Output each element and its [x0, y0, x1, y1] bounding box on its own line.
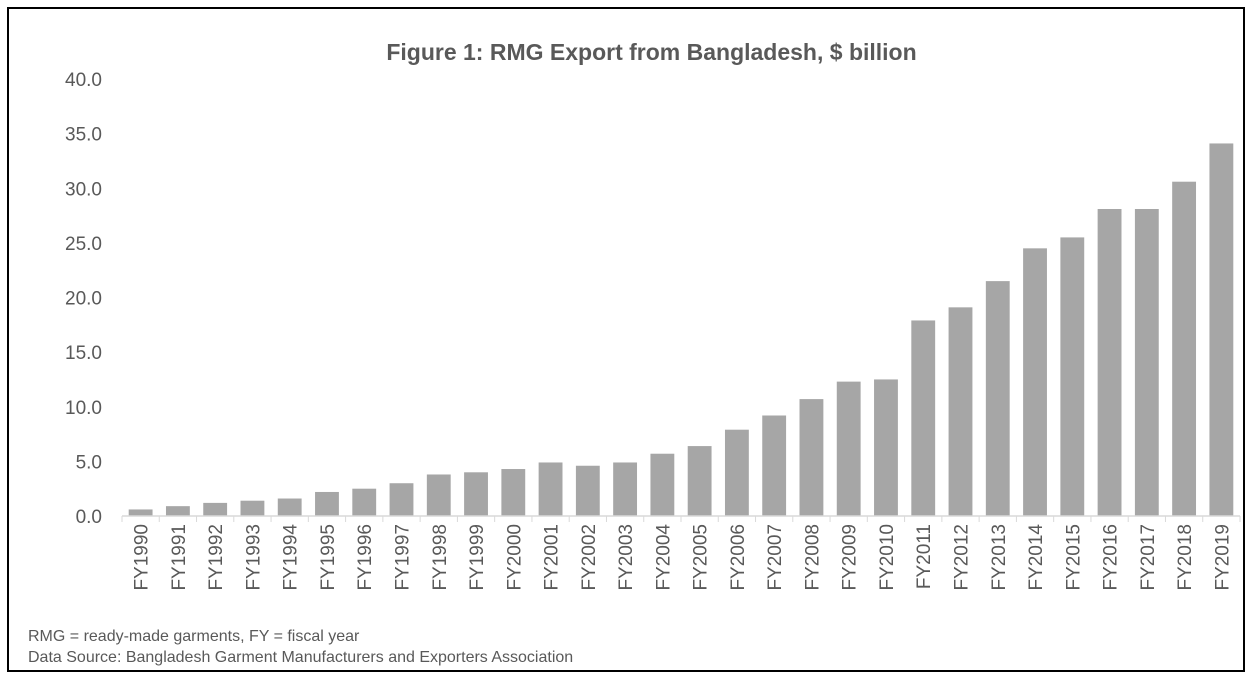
- x-tick-label: FY1996: [355, 524, 376, 591]
- x-tick-label: FY1991: [169, 524, 190, 591]
- x-tick-label: FY2009: [840, 524, 861, 591]
- data-source-note: Data Source: Bangladesh Garment Manufact…: [28, 649, 574, 666]
- x-tick-label: FY2016: [1101, 524, 1122, 591]
- bar: [203, 502, 228, 516]
- y-tick-label: 0.0: [76, 507, 102, 528]
- bar: [352, 488, 377, 516]
- x-tick-label: FY1990: [132, 524, 153, 591]
- x-tick-label: FY1995: [318, 524, 339, 591]
- bar: [762, 415, 787, 516]
- y-tick-label: 10.0: [65, 398, 102, 419]
- bar: [836, 381, 861, 516]
- x-tick-label: FY2018: [1175, 524, 1196, 591]
- bar: [165, 506, 190, 516]
- y-tick-label: 35.0: [65, 125, 102, 146]
- bar: [240, 500, 265, 516]
- bar: [277, 498, 302, 516]
- bar: [724, 429, 749, 516]
- x-tick-label: FY2000: [504, 524, 525, 591]
- y-tick-label: 5.0: [76, 452, 102, 473]
- bar: [128, 509, 153, 516]
- bar: [799, 399, 824, 516]
- bar: [874, 379, 898, 516]
- bar: [538, 462, 563, 516]
- bar: [389, 483, 414, 516]
- bar: [687, 446, 712, 516]
- y-tick-label: 20.0: [65, 289, 102, 310]
- bar: [1209, 143, 1234, 516]
- x-tick-label: FY2012: [952, 524, 973, 591]
- bar: [911, 320, 936, 516]
- x-tick-label: FY2013: [989, 524, 1010, 591]
- bar: [650, 453, 675, 516]
- bar: [575, 465, 600, 516]
- chart-title: Figure 1: RMG Export from Bangladesh, $ …: [386, 39, 917, 65]
- x-tick-label: FY2002: [579, 524, 600, 591]
- x-tick-label: FY1997: [393, 524, 414, 591]
- y-tick-label: 40.0: [65, 70, 102, 91]
- bar: [1172, 181, 1197, 516]
- x-tick-label: FY2015: [1063, 524, 1084, 591]
- x-tick-label: FY1999: [467, 524, 488, 591]
- bar: [613, 462, 638, 516]
- x-tick-label: FY2003: [616, 524, 637, 591]
- x-tick-label: FY2006: [728, 524, 749, 591]
- x-tick-label: FY2019: [1212, 524, 1233, 591]
- bar: [1023, 248, 1047, 516]
- x-tick-label: FY2017: [1138, 524, 1159, 591]
- x-tick-label: FY2007: [765, 524, 786, 591]
- x-tick-label: FY2001: [542, 524, 563, 591]
- y-tick-label: 30.0: [65, 179, 102, 200]
- x-tick-label: FY1993: [243, 524, 264, 591]
- bar: [426, 474, 451, 516]
- bar: [985, 281, 1010, 516]
- abbreviation-note: RMG = ready-made garments, FY = fiscal y…: [28, 628, 360, 645]
- bar: [948, 307, 973, 516]
- bar: [1134, 209, 1159, 516]
- y-tick-label: 15.0: [65, 343, 102, 364]
- x-tick-label: FY2008: [802, 524, 823, 591]
- x-tick-label: FY1994: [281, 524, 302, 591]
- y-tick-label: 25.0: [65, 234, 102, 255]
- bar: [1097, 209, 1122, 516]
- x-tick-label: FY2005: [691, 524, 712, 591]
- x-tick-label: FY1992: [206, 524, 227, 591]
- x-tick-label: FY2004: [653, 524, 674, 591]
- bar: [315, 491, 339, 516]
- x-tick-label: FY2014: [1026, 524, 1047, 591]
- x-tick-label: FY1998: [430, 524, 451, 591]
- bar: [1060, 237, 1085, 516]
- bar: [464, 472, 488, 516]
- x-tick-label: FY2011: [914, 524, 935, 589]
- x-tick-label: FY2010: [877, 524, 898, 591]
- bar: [501, 469, 526, 516]
